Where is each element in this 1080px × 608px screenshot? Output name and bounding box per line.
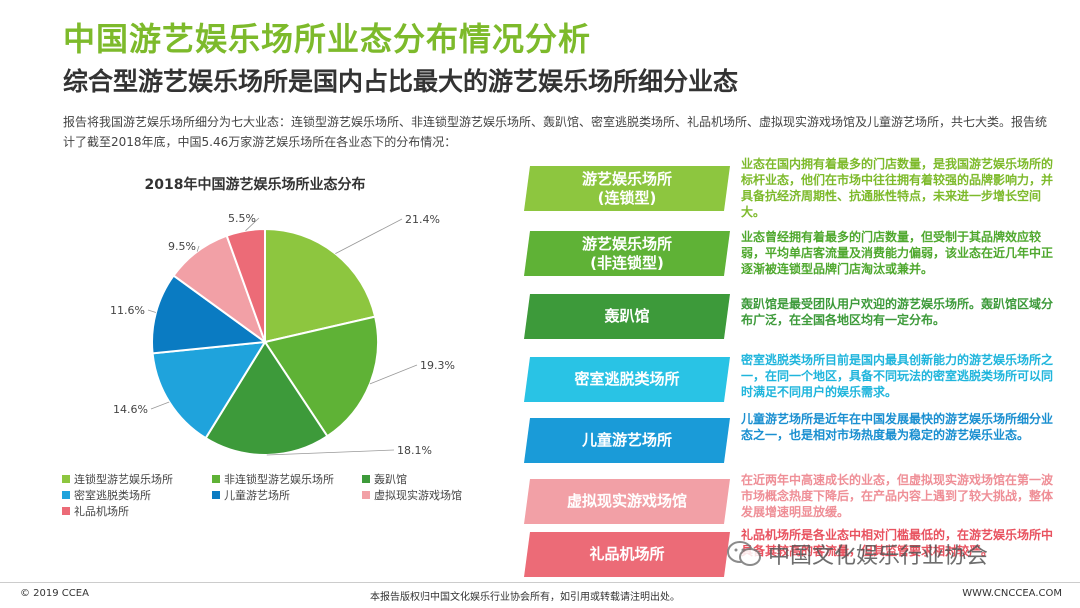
leader-line: [266, 449, 395, 456]
legend-swatch: [362, 491, 370, 499]
slice-label: 19.3%: [420, 359, 455, 372]
footer-copyright: © 2019 CCEA: [20, 588, 89, 599]
legend-label: 密室逃脱类场所: [74, 489, 151, 502]
legend-item: 非连锁型游艺娱乐场所: [212, 471, 334, 487]
leader-line: [147, 309, 157, 313]
legend-item: 礼品机场所: [62, 503, 129, 519]
legend-item: 密室逃脱类场所: [62, 487, 151, 503]
leader-line: [196, 245, 200, 252]
page-subtitle: 综合型游艺娱乐场所是国内占比最大的游艺娱乐场所细分业态: [63, 67, 739, 96]
segment-label-box: 儿童游艺场所: [524, 418, 730, 463]
segment-description: 密室逃脱类场所目前是国内最具创新能力的游艺娱乐场所之一，在同一个地区，具备不同玩…: [741, 353, 1054, 399]
slice-label: 5.5%: [228, 212, 256, 225]
segment-label: 虚拟现实游戏场馆: [566, 492, 687, 510]
pie-slice: [151, 340, 267, 440]
segment-label: 儿童游艺场所: [581, 431, 672, 449]
slice-label: 9.5%: [168, 240, 196, 253]
legend-label: 虚拟现实游戏场馆: [374, 489, 462, 502]
leader-line: [369, 364, 418, 385]
legend-label: 轰趴馆: [374, 473, 407, 486]
legend-item: 连锁型游艺娱乐场所: [62, 471, 173, 487]
segment-label-box: 游艺娱乐场所 (连锁型): [524, 166, 730, 211]
watermark-text: 中国文化娱乐行业协会: [768, 544, 989, 569]
legend-label: 非连锁型游艺娱乐场所: [224, 473, 334, 486]
wechat-icon: [726, 540, 762, 568]
segment-description: 在近两年中高速成长的业态，但虚拟现实游戏场馆在第一波市场概念热度下降后，在产品内…: [741, 473, 1054, 519]
legend-label: 礼品机场所: [74, 505, 129, 518]
page-title: 中国游艺娱乐场所业态分布情况分析: [63, 20, 592, 58]
legend-item: 虚拟现实游戏场馆: [362, 487, 462, 503]
leader-line: [150, 401, 170, 410]
segment-label-box: 虚拟现实游戏场馆: [524, 479, 730, 524]
segment-label: 密室逃脱类场所: [574, 370, 680, 388]
segment-label-box: 礼品机场所: [524, 532, 730, 577]
segment-label: (连锁型): [597, 188, 657, 207]
legend-label: 儿童游艺场所: [224, 489, 290, 502]
segment-description: 业态在国内拥有着最多的门店数量，是我国游艺娱乐场所的标杆业态，他们在市场中往往拥…: [741, 157, 1054, 219]
intro-text: 报告将我国游艺娱乐场所细分为七大业态：连锁型游艺娱乐场所、非连锁型游艺娱乐场所、…: [63, 115, 1048, 149]
segment-label-box: 游艺娱乐场所 (非连锁型): [524, 231, 730, 276]
watermark: 中国文化娱乐行业协会: [726, 538, 988, 570]
pie-slice: [151, 274, 268, 355]
pie-slice: [225, 227, 266, 343]
segment-description: 儿童游艺场所是近年在中国发展最快的游艺娱乐场所细分业态之一，也是相对市场热度最为…: [741, 412, 1054, 442]
segment-label: 轰趴馆: [604, 307, 650, 325]
segment-description: 轰趴馆是最受团队用户欢迎的游艺娱乐场所。轰趴馆区域分布广泛，在全国各地区均有一定…: [741, 297, 1054, 327]
legend-item: 轰趴馆: [362, 471, 407, 487]
footer-divider: [0, 582, 1080, 583]
slice-label: 18.1%: [397, 444, 432, 457]
chart-title: 2018年中国游艺娱乐场所业态分布: [145, 176, 366, 193]
leader-line: [245, 217, 260, 231]
segment-label: 游艺娱乐场所: [581, 234, 672, 253]
legend-swatch: [212, 491, 220, 499]
slice-label: 21.4%: [405, 213, 440, 226]
slice-label: 14.6%: [113, 403, 148, 416]
segment-description: 业态曾经拥有着最多的门店数量，但受制于其品牌效应较弱，平均单店客流量及消费能力偏…: [741, 230, 1054, 276]
slice-label: 11.6%: [110, 304, 145, 317]
legend-swatch: [212, 475, 220, 483]
footer-url[interactable]: WWW.CNCCEA.COM: [962, 588, 1062, 599]
legend-item: 儿童游艺场所: [212, 487, 290, 503]
segment-description: 礼品机场所是各业态中相对门槛最低的，在游艺娱乐场所中具备其较高的客流量，但其监管…: [741, 528, 1054, 558]
segment-label: 游艺娱乐场所: [581, 169, 672, 188]
segment-label-box: 密室逃脱类场所: [524, 357, 730, 402]
segment-label: 礼品机场所: [589, 545, 665, 563]
legend-label: 连锁型游艺娱乐场所: [74, 473, 173, 486]
legend-swatch: [62, 507, 70, 515]
segment-label: (非连锁型): [590, 253, 664, 272]
pie-chart: 2018年中国游艺娱乐场所业态分布 21.4% 19.3% 18.1% 14.6% 11…: [110, 176, 455, 457]
leader-line: [335, 218, 403, 254]
legend-swatch: [362, 475, 370, 483]
segment-label-box: 轰趴馆: [524, 294, 730, 339]
legend-swatch: [62, 491, 70, 499]
legend-swatch: [62, 475, 70, 483]
footer-notice: 本报告版权归中国文化娱乐行业协会所有，如引用或转载请注明出处。: [370, 592, 680, 603]
